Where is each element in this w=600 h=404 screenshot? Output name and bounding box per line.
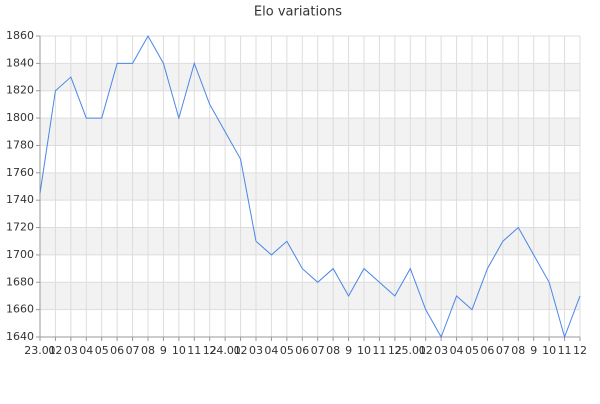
x-tick-label: 08: [141, 344, 155, 357]
y-tick-label: 1680: [6, 275, 34, 288]
x-tick-label: 9: [530, 344, 537, 357]
x-tick-label: 02: [234, 344, 248, 357]
y-tick-label: 1760: [6, 166, 34, 179]
x-tick-label: 24.01: [209, 344, 241, 357]
chart-title: Elo variations: [254, 5, 342, 20]
x-tick-label: 12: [203, 344, 217, 357]
x-tick-label: 02: [48, 344, 62, 357]
x-tick-label: 08: [511, 344, 525, 357]
x-tick-label: 10: [357, 344, 371, 357]
x-tick-label: 10: [542, 344, 556, 357]
grid-band: [40, 172, 580, 201]
x-tick-label: 03: [249, 344, 263, 357]
x-tick-label: 25.01: [395, 344, 427, 357]
x-tick-label: 02: [419, 344, 433, 357]
x-tick-label: 11: [558, 344, 572, 357]
y-tick-label: 1800: [6, 111, 34, 124]
x-tick-label: 03: [64, 344, 78, 357]
x-tick-label: 03: [434, 344, 448, 357]
x-tick-label: 06: [480, 344, 494, 357]
y-tick-label: 1660: [6, 303, 34, 316]
x-tick-label: 23.01: [24, 344, 56, 357]
y-tick-label: 1720: [6, 221, 34, 234]
y-tick-label: 1640: [6, 330, 34, 343]
grid-band: [40, 118, 580, 146]
x-tick-label: 9: [345, 344, 352, 357]
y-tick-label: 1820: [6, 84, 34, 97]
x-tick-label: 08: [326, 344, 340, 357]
x-tick-label: 04: [79, 344, 93, 357]
x-tick-label: 11: [187, 344, 201, 357]
x-tick-label: 05: [465, 344, 479, 357]
grid-band: [40, 227, 580, 255]
x-tick-label: 12: [573, 344, 587, 357]
grid-band: [40, 63, 580, 91]
x-tick-label: 04: [264, 344, 278, 357]
x-tick-label: 9: [160, 344, 167, 357]
x-tick-label: 06: [295, 344, 309, 357]
x-tick-label: 07: [126, 344, 140, 357]
x-tick-label: 05: [280, 344, 294, 357]
x-tick-label: 10: [172, 344, 186, 357]
x-tick-label: 07: [311, 344, 325, 357]
y-tick-label: 1700: [6, 248, 34, 261]
x-tick-label: 06: [110, 344, 124, 357]
y-tick-label: 1840: [6, 56, 34, 69]
x-tick-label: 07: [496, 344, 510, 357]
x-tick-label: 12: [388, 344, 402, 357]
y-tick-label: 1860: [6, 29, 34, 42]
x-tick-label: 04: [450, 344, 464, 357]
grid-band: [40, 282, 580, 310]
data-line: [39, 34, 581, 339]
x-tick-label: 05: [95, 344, 109, 357]
y-tick-label: 1780: [6, 138, 34, 151]
x-tick-label: 11: [372, 344, 386, 357]
y-tick-label: 1740: [6, 193, 34, 206]
